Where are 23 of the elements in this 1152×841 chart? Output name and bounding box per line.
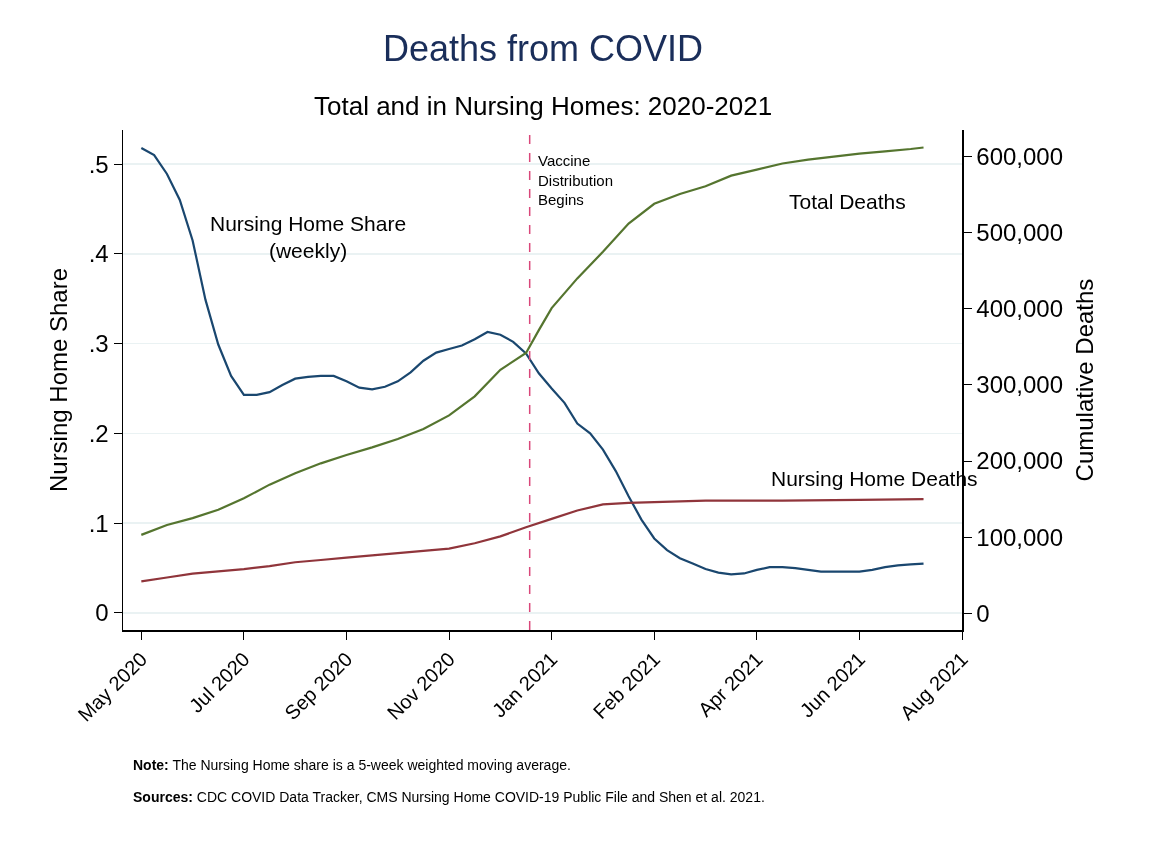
y-tick-label: .5 — [88, 150, 109, 178]
y-axis-title: Nursing Home Share — [45, 267, 73, 493]
y2-tick-label: 300,000 — [976, 371, 1064, 399]
source-note: Sources: CDC COVID Data Tracker, CMS Nursing Home COVID-19 Public File and Shen et al. 2021. — [133, 789, 765, 805]
chart-subtitle: Total and in Nursing Homes: 2020-2021 — [314, 91, 773, 121]
y2-axis-title: Cumulative Deaths — [1071, 278, 1099, 482]
series-label: Nursing Home Share (weekly) — [210, 212, 407, 263]
line-series — [140, 498, 925, 583]
y-tick-label: .3 — [88, 330, 109, 358]
series-label: Total Deaths — [789, 190, 906, 213]
y-tick-label: 0 — [95, 599, 109, 627]
y-tick-label: .4 — [88, 240, 109, 268]
y-tick-label: .1 — [88, 509, 109, 537]
y2-tick-label: 100,000 — [976, 523, 1064, 551]
text: Note: The Nursing Home share is a 5-week weighted moving average. — [133, 757, 571, 773]
y-tick-label: .2 — [88, 419, 109, 447]
y2-tick-label: 600,000 — [976, 143, 1064, 171]
y2-tick-label: 400,000 — [976, 295, 1064, 323]
ref-line-label: Vaccine Distribution Begins — [538, 152, 614, 208]
y2-tick-label: 200,000 — [976, 447, 1064, 475]
chart-title: Deaths from COVID — [383, 28, 704, 69]
y2-tick-label: 0 — [976, 599, 990, 627]
y2-tick-label: 500,000 — [976, 219, 1064, 247]
